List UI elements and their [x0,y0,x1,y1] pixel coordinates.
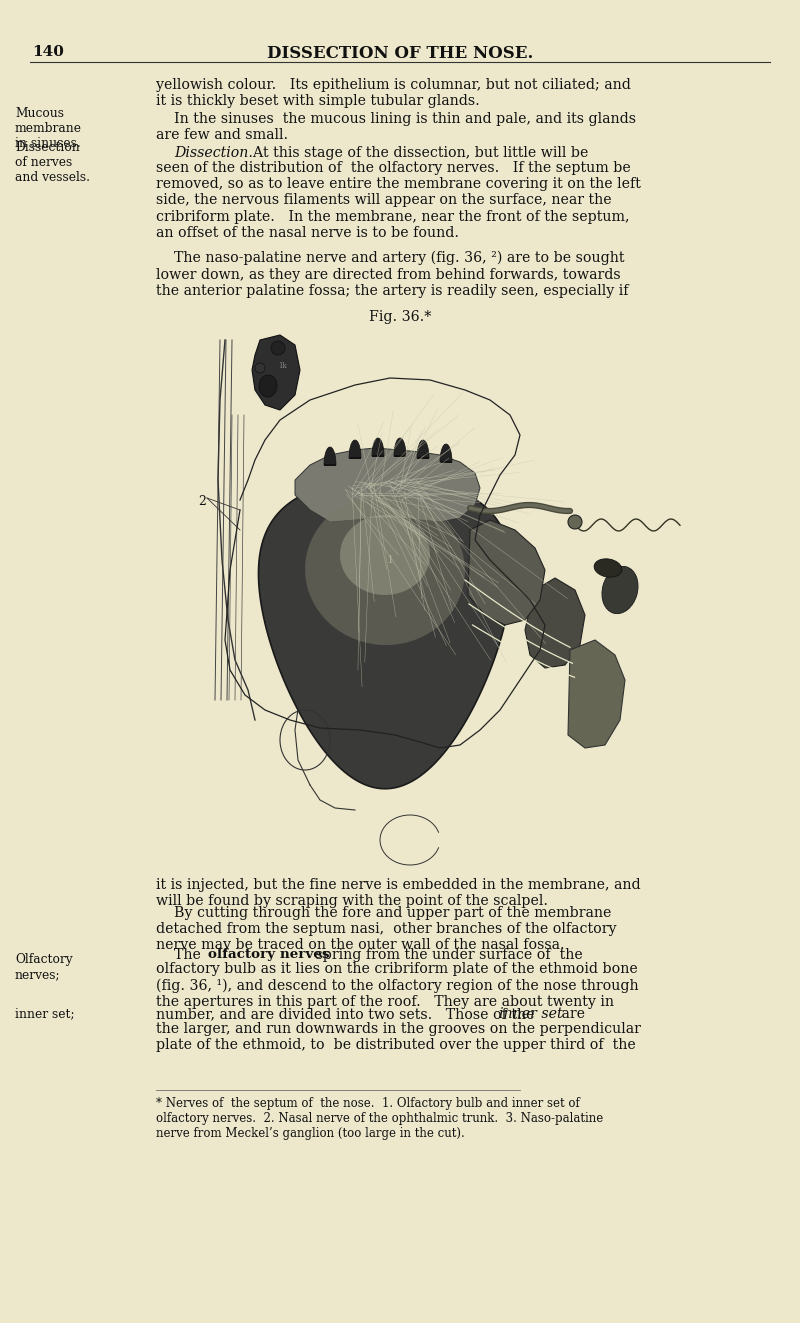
Text: The naso-palatine nerve and artery (fig. 36, ²) are to be sought
lower down, as : The naso-palatine nerve and artery (fig.… [156,251,629,298]
Polygon shape [394,438,406,456]
Polygon shape [258,479,511,789]
Ellipse shape [602,566,638,614]
Text: 1k: 1k [278,363,286,370]
Polygon shape [349,441,361,458]
Text: By cutting through the fore and upper part of the membrane
detached from the sep: By cutting through the fore and upper pa… [156,906,617,953]
Polygon shape [440,445,452,462]
Text: are: are [557,1007,585,1021]
Polygon shape [324,447,336,464]
Circle shape [255,363,265,373]
Ellipse shape [305,495,465,646]
Text: Mucous
membrane
in sinuses.: Mucous membrane in sinuses. [15,107,82,149]
Text: olfactory bulb as it lies on the cribriform plate of the ethmoid bone
(fig. 36, : olfactory bulb as it lies on the cribrif… [156,962,638,1009]
Text: Olfactory
nerves;: Olfactory nerves; [15,953,73,980]
Polygon shape [417,441,429,458]
Text: * Nerves of  the septum of  the nose.  1. Olfactory bulb and inner set of
olfact: * Nerves of the septum of the nose. 1. O… [156,1097,603,1140]
Ellipse shape [594,558,622,577]
Polygon shape [372,438,384,456]
Text: Dissection.: Dissection. [174,146,253,160]
Text: 1: 1 [386,556,394,565]
Text: The: The [156,949,206,962]
Circle shape [271,341,285,355]
Text: 140: 140 [32,45,64,60]
Ellipse shape [340,515,430,595]
Text: spring from the under surface of  the: spring from the under surface of the [311,949,582,962]
Text: inner set: inner set [499,1007,562,1021]
Ellipse shape [259,374,277,397]
Text: it is injected, but the fine nerve is embedded in the membrane, and
will be foun: it is injected, but the fine nerve is em… [156,878,641,908]
Polygon shape [252,335,300,410]
Text: At this stage of the dissection, but little will be: At this stage of the dissection, but lit… [244,146,588,160]
Text: In the sinuses  the mucous lining is thin and pale, and its glands
are few and s: In the sinuses the mucous lining is thin… [156,112,636,142]
Polygon shape [468,520,545,624]
Polygon shape [568,640,625,747]
Text: Dissection
of nerves
and vessels.: Dissection of nerves and vessels. [15,142,90,184]
Text: inner set;: inner set; [15,1007,74,1020]
Text: seen of the distribution of  the olfactory nerves.   If the septum be
removed, s: seen of the distribution of the olfactor… [156,161,641,239]
Polygon shape [525,578,585,668]
Text: number, and are divided into two sets.   Those of the: number, and are divided into two sets. T… [156,1007,539,1021]
Text: Fig. 36.*: Fig. 36.* [369,310,431,324]
Text: olfactory nerves: olfactory nerves [208,949,330,960]
Text: DISSECTION OF THE NOSE.: DISSECTION OF THE NOSE. [267,45,533,62]
Circle shape [568,515,582,529]
Text: the larger, and run downwards in the grooves on the perpendicular
plate of the e: the larger, and run downwards in the gro… [156,1021,641,1052]
Text: yellowish colour.   Its epithelium is columnar, but not ciliated; and
it is thic: yellowish colour. Its epithelium is colu… [156,78,631,108]
Polygon shape [295,448,480,523]
Text: 2: 2 [198,495,206,508]
